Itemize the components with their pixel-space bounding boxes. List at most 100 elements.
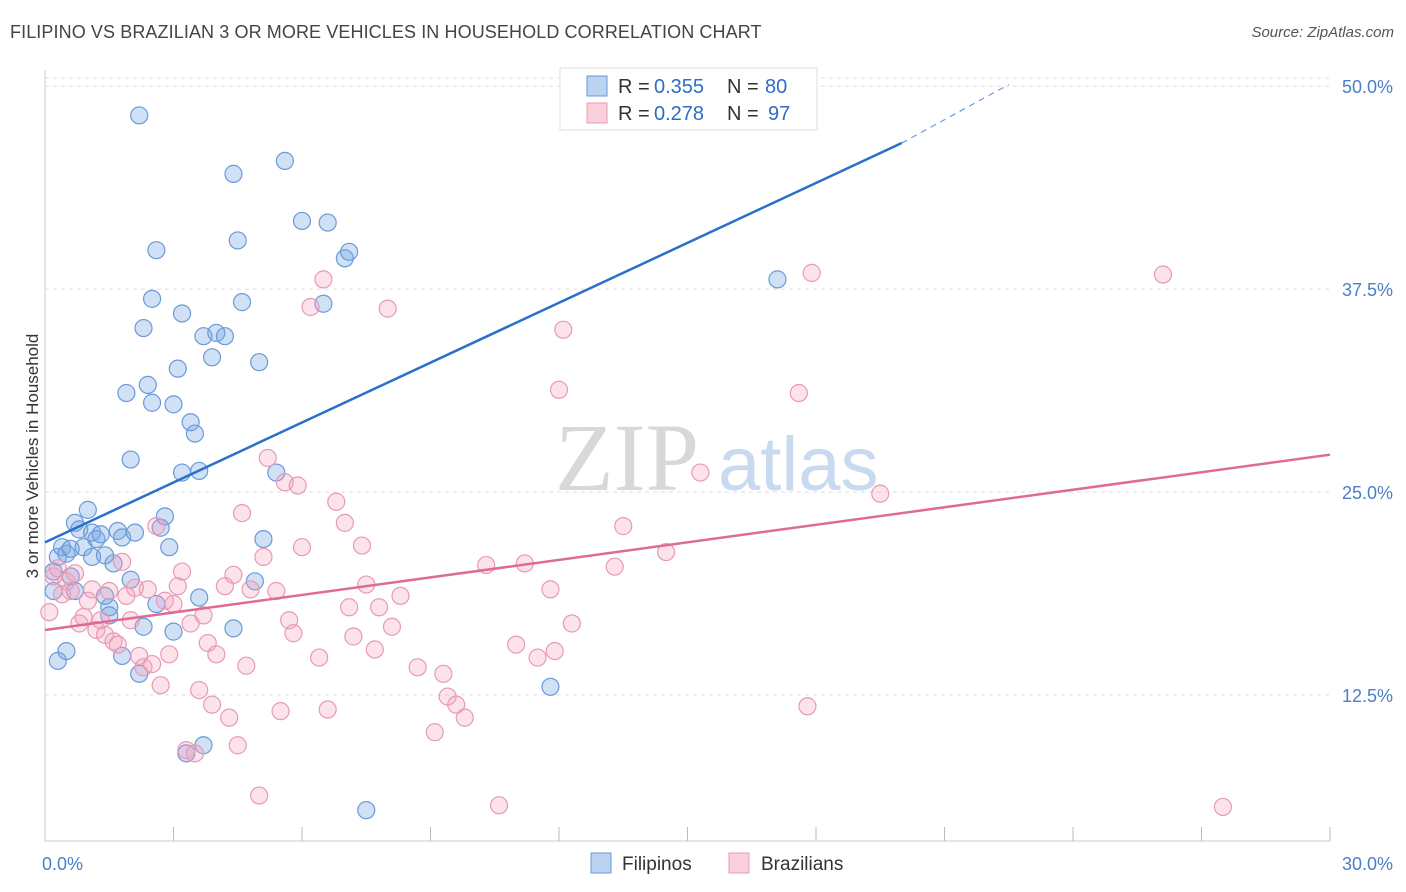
legend-r-value-1: 0.355	[654, 76, 704, 98]
point-brazilians-44	[232, 504, 252, 523]
point-filipinos-49	[185, 424, 205, 443]
point-brazilians-68	[370, 598, 389, 617]
point-filipinos-42	[164, 622, 183, 641]
point-brazilians-72	[408, 658, 427, 677]
point-brazilians-96	[1153, 265, 1173, 284]
stats-legend: R = 0.355 N = 80 R = 0.278 N = 97	[559, 67, 818, 131]
point-brazilians-83	[541, 580, 560, 599]
point-brazilians-97	[1213, 797, 1233, 817]
point-filipinos-41	[160, 538, 179, 557]
legend-n-label-2: N =	[727, 103, 759, 125]
point-filipinos-73	[768, 270, 787, 289]
point-brazilians-54	[284, 624, 303, 643]
chart-source: Source: ZipAtlas.com	[1251, 24, 1394, 41]
point-brazilians-77	[455, 708, 474, 727]
point-brazilians-9	[78, 591, 97, 610]
legend-r-value-2: 0.278	[654, 103, 704, 125]
trend-line-filipinos	[44, 141, 903, 544]
point-brazilians-62	[335, 513, 354, 532]
point-brazilians-30	[168, 577, 187, 596]
point-brazilians-42	[224, 565, 243, 584]
point-filipinos-57	[224, 164, 243, 183]
point-filipinos-65	[275, 151, 294, 170]
point-brazilians-76	[447, 695, 466, 714]
point-brazilians-91	[691, 463, 710, 482]
point-filipinos-13	[78, 500, 97, 519]
point-filipinos-48	[181, 413, 200, 432]
point-brazilians-2	[48, 559, 67, 578]
point-filipinos-59	[228, 231, 247, 250]
point-brazilians-93	[798, 697, 817, 716]
point-brazilians-16	[108, 635, 127, 654]
point-brazilians-49	[258, 448, 277, 468]
legend-swatch-filipinos	[586, 75, 608, 97]
point-brazilians-35	[190, 680, 209, 700]
point-filipinos-34	[138, 375, 157, 394]
point-brazilians-23	[138, 580, 157, 599]
point-brazilians-58	[310, 648, 329, 667]
x-tick-label-0: 0.0%	[42, 854, 83, 874]
point-brazilians-45	[237, 656, 256, 675]
point-brazilians-31	[172, 562, 192, 581]
point-filipinos-66	[292, 211, 312, 231]
point-filipinos-62	[250, 353, 269, 372]
point-brazilians-39	[207, 645, 226, 664]
point-filipinos-35	[142, 289, 162, 308]
point-brazilians-90	[656, 542, 676, 562]
x-tick-label-1: 30.0%	[1342, 854, 1393, 874]
y-tick-label-0: 12.5%	[1342, 686, 1393, 706]
point-brazilians-41	[220, 708, 239, 727]
point-brazilians-24	[142, 654, 162, 674]
point-filipinos-56	[215, 327, 234, 346]
point-brazilians-92	[789, 383, 808, 403]
point-brazilians-88	[605, 557, 624, 576]
series-legend-swatch-brazilians	[728, 852, 750, 874]
point-brazilians-33	[181, 614, 200, 633]
point-brazilians-55	[288, 476, 307, 495]
point-brazilians-82	[528, 648, 547, 667]
legend-swatch-brazilians	[586, 102, 608, 124]
point-brazilians-67	[365, 640, 384, 659]
series-legend-label-filipinos: Filipinos	[622, 854, 692, 875]
legend-r-label-1: R =	[618, 76, 650, 98]
point-filipinos-36	[142, 393, 162, 412]
point-brazilians-36	[194, 606, 213, 625]
point-brazilians-74	[434, 664, 453, 683]
point-brazilians-51	[271, 702, 290, 721]
point-brazilians-87	[562, 614, 581, 633]
trend-line-extension-filipinos	[901, 84, 1010, 144]
point-brazilians-80	[507, 635, 526, 654]
legend-n-label-1: N =	[727, 76, 759, 98]
point-brazilians-0	[40, 603, 59, 622]
point-brazilians-57	[301, 297, 320, 317]
y-tick-label-1: 25.0%	[1342, 483, 1393, 503]
point-filipinos-68	[318, 213, 337, 232]
y-axis-label: 3 or more Vehicles in Household	[23, 334, 42, 579]
point-brazilians-26	[151, 676, 170, 695]
point-brazilians-25	[147, 517, 166, 536]
point-filipinos-71	[357, 801, 376, 820]
point-filipinos-29	[125, 523, 145, 542]
point-brazilians-28	[160, 645, 179, 664]
point-filipinos-6	[57, 641, 76, 661]
point-filipinos-70	[340, 242, 359, 261]
point-brazilians-63	[340, 598, 359, 617]
point-brazilians-94	[802, 263, 821, 282]
point-brazilians-48	[254, 547, 273, 567]
point-filipinos-72	[541, 677, 560, 696]
point-brazilians-71	[391, 586, 410, 606]
point-filipinos-30	[130, 106, 149, 125]
legend-n-value-1: 80	[765, 76, 787, 98]
point-brazilians-61	[327, 492, 346, 511]
y-tick-label-3: 50.0%	[1342, 77, 1393, 97]
point-brazilians-60	[318, 700, 337, 719]
point-brazilians-10	[83, 580, 102, 599]
point-filipinos-61	[245, 572, 264, 591]
point-filipinos-60	[232, 293, 252, 312]
watermark: ZIP atlas	[555, 404, 879, 511]
point-filipinos-32	[134, 318, 153, 338]
point-brazilians-64	[344, 627, 363, 646]
point-brazilians-47	[250, 786, 269, 805]
point-filipinos-26	[117, 383, 136, 403]
point-brazilians-21	[130, 646, 149, 666]
